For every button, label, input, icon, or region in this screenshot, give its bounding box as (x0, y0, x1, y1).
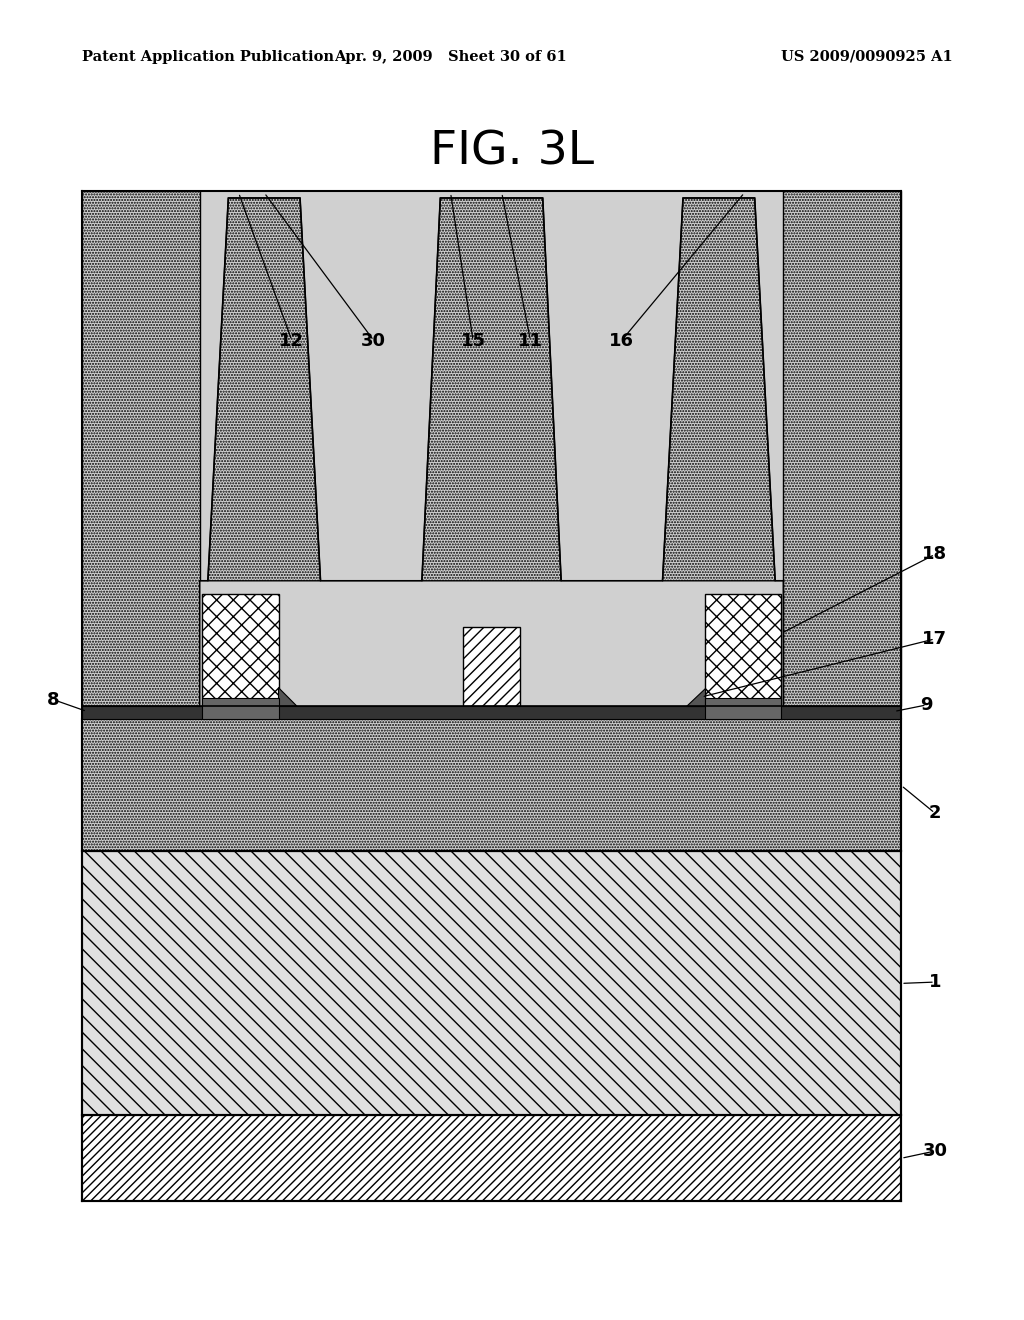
Text: Apr. 9, 2009   Sheet 30 of 61: Apr. 9, 2009 Sheet 30 of 61 (334, 50, 567, 63)
Polygon shape (686, 688, 705, 706)
Text: 11: 11 (518, 331, 543, 350)
Bar (561, 581, 663, 706)
Text: 30: 30 (361, 331, 386, 350)
Bar (82, 706, 901, 719)
Bar (82, 1115, 901, 1201)
Text: 18: 18 (923, 545, 947, 564)
Bar (705, 698, 781, 719)
Polygon shape (279, 688, 297, 706)
Text: Patent Application Publication: Patent Application Publication (82, 50, 334, 63)
Polygon shape (422, 198, 561, 581)
Bar (783, 191, 901, 706)
Text: 17: 17 (923, 630, 947, 648)
Bar (200, 581, 208, 706)
Text: 16: 16 (609, 331, 634, 350)
Bar (82, 191, 901, 706)
Text: 30: 30 (923, 1142, 947, 1160)
Bar (463, 627, 519, 706)
Bar (82, 719, 901, 851)
Bar (321, 581, 422, 706)
Text: US 2009/0090925 A1: US 2009/0090925 A1 (780, 50, 952, 63)
Polygon shape (663, 198, 775, 581)
Bar (775, 581, 783, 706)
Bar (705, 594, 781, 706)
Text: 8: 8 (47, 690, 59, 709)
Text: 1: 1 (929, 973, 941, 991)
Text: 2: 2 (929, 804, 941, 822)
Text: 15: 15 (461, 331, 485, 350)
Text: FIG. 3L: FIG. 3L (430, 129, 594, 174)
Bar (202, 594, 279, 706)
Bar (82, 851, 901, 1115)
Polygon shape (208, 198, 321, 581)
Text: 12: 12 (280, 331, 304, 350)
Bar (202, 698, 279, 719)
Text: 9: 9 (921, 696, 933, 714)
Bar (82, 191, 200, 706)
